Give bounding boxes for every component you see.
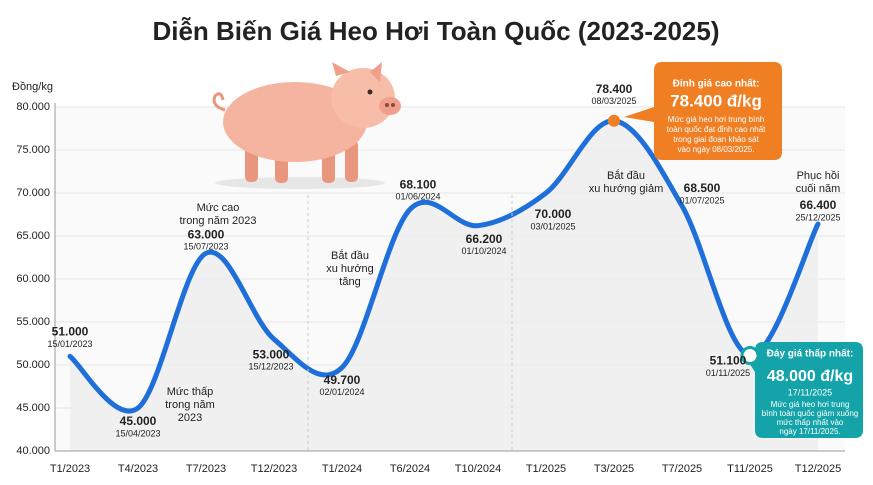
y-tick-label: 80.000 [16,101,50,113]
callout-date: 17/11/2025 [788,387,832,397]
date-label: 01/06/2024 [395,192,440,202]
x-tick-label: T1/2023 [50,463,90,475]
x-tick-label: T10/2024 [455,463,501,475]
value-label: 51.000 [52,325,89,339]
y-tick-label: 45.000 [16,402,50,414]
chart-title: Diễn Biến Giá Heo Hơi Toàn Quốc (2023-20… [152,16,719,46]
annotation: Phục hồi [797,170,840,182]
callout-value: 78.400 đ/kg [670,91,762,110]
y-tick-label: 40.000 [16,445,50,457]
x-tick-label: T1/2025 [526,463,566,475]
date-label: 15/04/2023 [115,428,160,438]
annotation: tăng [339,276,360,288]
area [70,120,818,451]
callout-value: 48.000 đ/kg [767,368,853,385]
date-label: 02/01/2024 [319,387,364,397]
date-label: 15/12/2023 [248,362,293,372]
annotation: cuối năm [796,183,841,195]
line [67,118,821,414]
x-tick-label: T12/2025 [795,463,841,475]
callout-title: Đỉnh giá cao nhất: [673,78,760,90]
annotation: trong năm 2023 [179,215,256,227]
y-tick-label: 65.000 [16,230,50,242]
callout-note: mức thấp nhất vào [777,418,844,427]
callout-note: toàn quốc đạt đỉnh cao nhất [667,125,767,134]
date-label: 03/01/2025 [530,221,575,231]
value-label: 68.500 [684,181,721,195]
peak-callout: Đỉnh giá cao nhất: 78.400 đ/kg Mức giá h… [624,62,782,160]
value-label: 66.200 [466,232,503,246]
callout-note: bình toàn quốc giảm xuống [762,409,859,418]
x-tick-label: T1/2024 [322,463,362,475]
annotation: Mức cao [197,202,240,214]
value-label: 68.100 [400,178,437,192]
annotation: 2023 [178,412,202,424]
y-tick-label: 50.000 [16,359,50,371]
pig-illustration [212,62,401,189]
callout-note: ngày 17/11/2025. [779,427,840,436]
y-tick-label: 70.000 [16,187,50,199]
date-label: 15/07/2023 [183,242,228,252]
x-tick-label: T3/2025 [594,463,634,475]
x-tick-label: T6/2024 [390,463,430,475]
annotation: Mức thấp [167,386,214,398]
annotation: trong năm [165,399,215,411]
callout-note: Mức giá heo hơi trung bình [668,115,764,124]
x-tick-label: T7/2023 [186,463,226,475]
date-label: 01/11/2025 [706,368,750,378]
date-label: 01/07/2025 [679,195,724,205]
value-label: 51.100 [710,354,747,368]
date-label: 08/03/2025 [591,96,636,106]
annotation: Bắt đầu [331,249,369,262]
annotation: Bắt đầu [607,169,645,182]
date-label: 01/10/2024 [461,246,506,256]
x-tick-label: T4/2023 [118,463,158,475]
value-label: 63.000 [188,227,225,241]
date-label: 15/01/2023 [47,339,92,349]
x-tick-label: T11/2025 [727,463,773,475]
value-label: 49.700 [324,373,361,387]
callout-note: vào ngày 08/03/2025. [678,145,755,154]
y-axis-label: Đồng/kg [12,81,53,93]
annotation: xu hướng giảm [589,183,664,195]
peak-dot [608,114,620,127]
callout-title: Đáy giá thấp nhất: [767,348,854,360]
value-label: 45.000 [120,414,157,428]
date-label: 25/12/2025 [795,212,840,222]
x-tick-label: T7/2025 [662,463,702,475]
callout-note: Mức giá heo hơi trung [771,400,850,409]
trough-dot [740,346,760,366]
value-label: 53.000 [253,347,290,361]
trough-callout: Đáy giá thấp nhất: 48.000 đ/kg 17/11/202… [747,342,863,438]
y-tick-label: 55.000 [16,316,50,328]
value-label: 66.400 [800,198,837,212]
y-tick-label: 75.000 [16,144,50,156]
annotation: xu hướng [326,263,374,275]
y-tick-label: 60.000 [16,273,50,285]
value-label: 70.000 [535,207,572,221]
callout-note: trong giai đoạn khảo sát [673,135,759,144]
x-tick-label: T12/2023 [251,463,297,475]
value-label: 78.400 [596,82,633,96]
